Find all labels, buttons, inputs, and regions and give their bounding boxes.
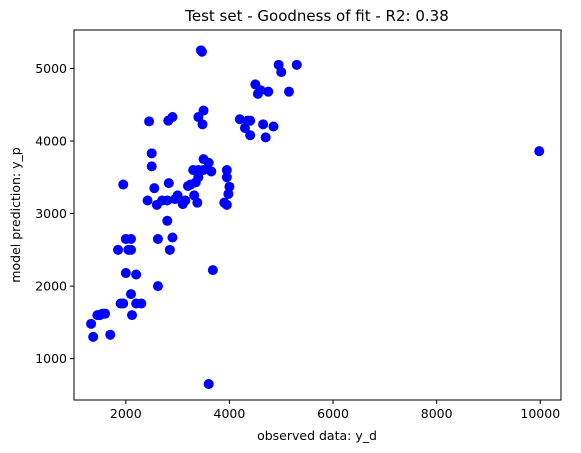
data-point [163, 178, 174, 189]
data-point [172, 190, 183, 201]
data-point [203, 379, 214, 390]
data-point [152, 233, 163, 244]
data-point [291, 59, 302, 70]
x-tick-label: 10000 [520, 406, 560, 421]
data-point [255, 85, 266, 96]
data-point [206, 166, 217, 177]
x-tick-label: 6000 [317, 406, 349, 421]
data-points [86, 45, 545, 390]
data-point [146, 148, 157, 159]
y-axis-label: model prediction: y_p [8, 147, 23, 282]
data-point [245, 130, 256, 141]
data-point [198, 165, 209, 176]
data-point [136, 298, 147, 309]
data-point [534, 146, 545, 157]
data-point [276, 67, 287, 78]
data-point [234, 114, 245, 125]
y-tick-label: 2000 [35, 279, 67, 294]
data-point [167, 112, 178, 123]
x-tick-label: 8000 [421, 406, 453, 421]
data-point [193, 172, 204, 183]
data-point [149, 183, 160, 194]
data-point [113, 244, 124, 255]
data-point [125, 244, 136, 255]
y-tick-label: 1000 [35, 351, 67, 366]
data-point [284, 86, 295, 97]
data-point [268, 121, 279, 132]
data-point [127, 310, 138, 321]
data-point [105, 329, 116, 340]
data-point [167, 232, 178, 243]
y-tick-label: 3000 [35, 206, 67, 221]
x-axis: 2000 4000 6000 8000 10000 [110, 400, 560, 421]
data-point [152, 281, 163, 292]
y-axis: 1000 2000 3000 4000 5000 [35, 61, 74, 366]
data-point [198, 105, 209, 116]
data-point [263, 86, 274, 97]
data-point [125, 289, 136, 300]
data-point [118, 298, 129, 309]
x-axis-label: observed data: y_d [257, 428, 377, 443]
data-point [131, 269, 142, 280]
data-point [203, 157, 214, 168]
data-point [162, 215, 173, 226]
data-point [260, 132, 271, 143]
data-point [88, 331, 99, 342]
x-tick-label: 2000 [110, 406, 142, 421]
data-point [86, 318, 97, 329]
data-point [164, 244, 175, 255]
data-point [224, 181, 235, 192]
data-point [245, 115, 256, 126]
y-tick-label: 5000 [35, 61, 67, 76]
data-point [221, 165, 232, 176]
data-point [192, 197, 203, 208]
chart-title: Test set - Goodness of fit - R2: 0.38 [184, 7, 449, 25]
data-point [207, 265, 218, 276]
data-point [221, 172, 232, 183]
x-tick-label: 4000 [214, 406, 246, 421]
data-point [197, 119, 208, 130]
data-point [125, 233, 136, 244]
data-point [162, 195, 173, 206]
data-point [196, 46, 207, 57]
data-point [100, 308, 111, 319]
data-point [146, 161, 157, 172]
data-point [118, 179, 129, 190]
data-point [258, 119, 269, 130]
data-point [142, 195, 153, 206]
plot-frame [73, 29, 562, 401]
data-point [221, 199, 232, 210]
data-point [180, 195, 191, 206]
data-point [144, 116, 155, 127]
y-tick-label: 4000 [35, 134, 67, 149]
data-point [120, 268, 131, 279]
